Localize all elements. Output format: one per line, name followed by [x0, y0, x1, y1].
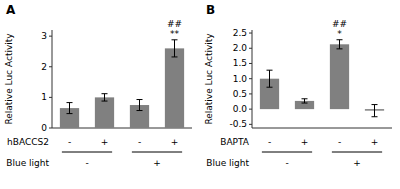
- error-bar: [372, 105, 378, 117]
- y-tick-label: 0.0: [233, 104, 248, 114]
- error-cap: [267, 70, 273, 71]
- y-axis: [52, 30, 53, 128]
- error-cap: [137, 110, 143, 111]
- y-tick-label: 2.0: [233, 43, 248, 53]
- error-line: [339, 40, 340, 49]
- group-line: [132, 152, 182, 153]
- group-label: -: [85, 158, 88, 168]
- y-label: Relative Luc Activity: [204, 33, 214, 125]
- y-tick-label: -0.5: [229, 119, 247, 129]
- y-label: Relative Luc Activity: [4, 33, 14, 125]
- error-line: [104, 94, 105, 101]
- error-line: [174, 40, 175, 57]
- category-label: +: [101, 137, 109, 147]
- group-axis-label: Blue light: [206, 158, 249, 168]
- error-line: [69, 103, 70, 114]
- error-cap: [267, 87, 273, 88]
- error-bar: [302, 99, 308, 103]
- category-label: +: [371, 137, 379, 147]
- y-tick-label: 3: [41, 31, 47, 41]
- category-label: +: [171, 137, 179, 147]
- annotation-line: ##: [332, 19, 347, 29]
- annotation: ##*: [332, 19, 347, 39]
- annotation-line: *: [337, 29, 342, 39]
- group-axis-label: Blue light: [6, 158, 49, 168]
- x-label: BAPTA: [220, 137, 250, 147]
- error-cap: [172, 56, 178, 57]
- y-tick-label: 1.0: [233, 74, 248, 84]
- error-cap: [102, 93, 108, 94]
- category-label: +: [301, 137, 309, 147]
- error-cap: [67, 113, 73, 114]
- error-line: [304, 99, 305, 103]
- error-line: [374, 105, 375, 117]
- category-label: -: [338, 137, 341, 147]
- group-line: [62, 152, 112, 153]
- error-cap: [102, 101, 108, 102]
- error-cap: [337, 39, 343, 40]
- title: A: [6, 3, 16, 17]
- category-label: -: [268, 137, 271, 147]
- error-cap: [67, 102, 73, 103]
- error-bar: [267, 70, 273, 87]
- error-line: [139, 100, 140, 111]
- x-axis: [252, 128, 392, 129]
- annotation-line: ##: [167, 19, 182, 29]
- page: {"chart_data": [ {"type": "bar", "title"…: [0, 0, 400, 189]
- error-cap: [372, 116, 378, 117]
- annotation: ##**: [167, 19, 182, 39]
- chart: ARelative Luc Activity0123##**hBACCS2-+-…: [0, 0, 400, 189]
- error-cap: [172, 39, 178, 40]
- bar: [165, 48, 184, 128]
- group-line: [262, 152, 312, 153]
- error-bar: [102, 94, 108, 101]
- marks: [60, 40, 184, 128]
- error-bar: [67, 103, 73, 114]
- error-cap: [137, 99, 143, 100]
- group-line: [332, 152, 382, 153]
- marks: [260, 40, 384, 117]
- error-cap: [302, 98, 308, 99]
- y-tick-label: 0: [41, 123, 47, 133]
- title: B: [206, 3, 215, 17]
- group-label: -: [285, 158, 288, 168]
- y-tick-label: 0.5: [233, 89, 247, 99]
- y-tick-label: 2: [41, 62, 47, 72]
- error-cap: [372, 104, 378, 105]
- y-tick-label: 2.5: [233, 28, 247, 38]
- y-axis: [252, 30, 253, 128]
- bar: [95, 97, 114, 128]
- category-label: -: [68, 137, 71, 147]
- y-tick-label: 1.5: [233, 58, 247, 68]
- error-bar: [337, 40, 343, 49]
- panel: A Relative Luc Activity 0 1 2 3 ##** hBACCS2 - + -…: [4, 3, 192, 168]
- x-label: hBACCS2: [7, 137, 49, 147]
- error-cap: [337, 48, 343, 49]
- panel: B Relative Luc Activity -0.5 0.0 0.5 1.0 1.5 2.…: [204, 3, 392, 168]
- group-label: +: [153, 158, 161, 168]
- y-tick-label: 1: [41, 92, 47, 102]
- error-cap: [302, 103, 308, 104]
- error-bar: [172, 40, 178, 57]
- error-bar: [137, 100, 143, 111]
- bar: [330, 44, 349, 109]
- error-line: [269, 70, 270, 87]
- category-label: -: [138, 137, 141, 147]
- annotation-line: **: [170, 29, 180, 39]
- group-label: +: [353, 158, 361, 168]
